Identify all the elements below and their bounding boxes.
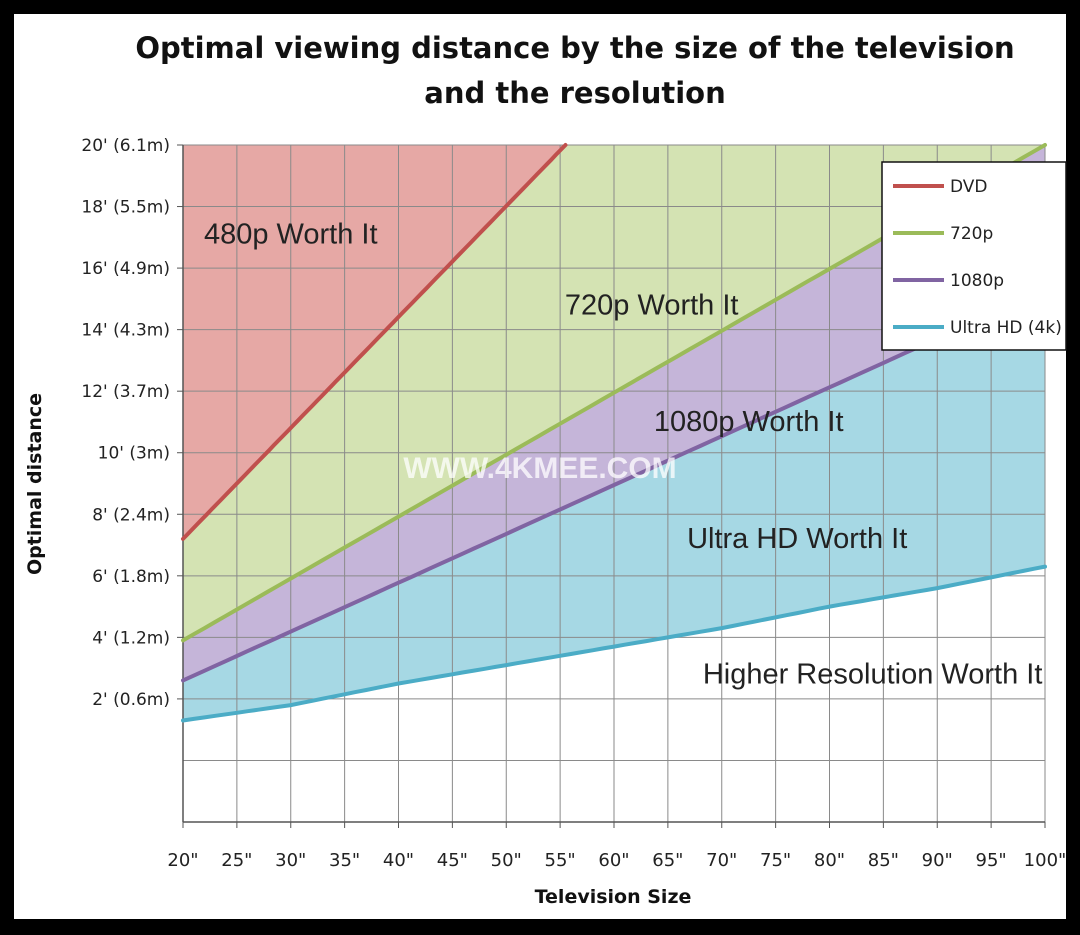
x-tick-label: 45" bbox=[437, 850, 468, 871]
region-label-2: 720p Worth It bbox=[565, 289, 739, 321]
y-tick-label: 20' (6.1m) bbox=[81, 136, 170, 156]
y-tick-label: 14' (4.3m) bbox=[81, 321, 170, 341]
badge: 4K迷 bbox=[955, 876, 1035, 901]
x-tick-label: 80" bbox=[814, 850, 845, 871]
legend-label: Ultra HD (4k) bbox=[950, 318, 1062, 338]
x-tick-label: 90" bbox=[922, 850, 953, 871]
y-axis-ticks: 2' (0.6m) 4' (1.2m) 6' (1.8m) 8' (2.4m) 10' … bbox=[81, 136, 183, 710]
x-tick-label: 95" bbox=[976, 850, 1007, 871]
legend-label: 720p bbox=[950, 224, 993, 244]
region-label-3: 1080p Worth It bbox=[654, 406, 844, 438]
legend-label: 1080p bbox=[950, 271, 1004, 291]
x-tick-label: 55" bbox=[545, 850, 576, 871]
x-tick-label: 35" bbox=[329, 850, 360, 871]
title-line-1: Optimal viewing distance by the size of … bbox=[0, 26, 1080, 71]
y-tick-label: 2' (0.6m) bbox=[92, 690, 170, 710]
x-axis-label: Television Size bbox=[535, 886, 692, 908]
x-tick-label: 50" bbox=[491, 850, 522, 871]
y-tick-label: 10' (3m) bbox=[98, 444, 170, 464]
x-tick-label: 100" bbox=[1024, 850, 1067, 871]
legend: DVD 720p 1080p Ultra HD (4k) bbox=[882, 162, 1066, 350]
y-tick-label: 8' (2.4m) bbox=[92, 505, 170, 525]
watermark: WWW.4KMEE.COM bbox=[403, 452, 676, 485]
x-axis-ticks: 20" 25" 30" 35" 40" 45" 50" 55" 60" 65" 70" 75" 80" 8… bbox=[167, 822, 1066, 871]
chat-bubble-icon bbox=[955, 876, 977, 898]
y-tick-label: 6' (1.8m) bbox=[92, 567, 170, 587]
badge-text: 4K迷 bbox=[985, 876, 1035, 901]
x-tick-label: 70" bbox=[706, 850, 737, 871]
x-tick-label: 75" bbox=[760, 850, 791, 871]
legend-label: DVD bbox=[950, 177, 988, 197]
y-tick-label: 16' (4.9m) bbox=[81, 259, 170, 279]
y-tick-label: 18' (5.5m) bbox=[81, 198, 170, 218]
x-tick-label: 20" bbox=[167, 850, 198, 871]
y-tick-label: 12' (3.7m) bbox=[81, 382, 170, 402]
x-tick-label: 65" bbox=[652, 850, 683, 871]
y-tick-label: 4' (1.2m) bbox=[92, 628, 170, 648]
title-line-2: and the resolution bbox=[0, 71, 1080, 116]
region-label-5: Higher Resolution Worth It bbox=[703, 659, 1043, 691]
x-tick-label: 85" bbox=[868, 850, 899, 871]
chart-title: Optimal viewing distance by the size of … bbox=[0, 26, 1080, 116]
x-tick-label: 25" bbox=[221, 850, 252, 871]
x-tick-label: 30" bbox=[275, 850, 306, 871]
x-tick-label: 60" bbox=[598, 850, 629, 871]
region-label-1: 480p Worth It bbox=[204, 218, 378, 250]
y-axis-label: Optimal distance bbox=[24, 393, 46, 575]
chart-canvas: 2' (0.6m) 4' (1.2m) 6' (1.8m) 8' (2.4m) 10' … bbox=[0, 0, 1080, 935]
x-tick-label: 40" bbox=[383, 850, 414, 871]
region-label-4: Ultra HD Worth It bbox=[687, 523, 907, 555]
